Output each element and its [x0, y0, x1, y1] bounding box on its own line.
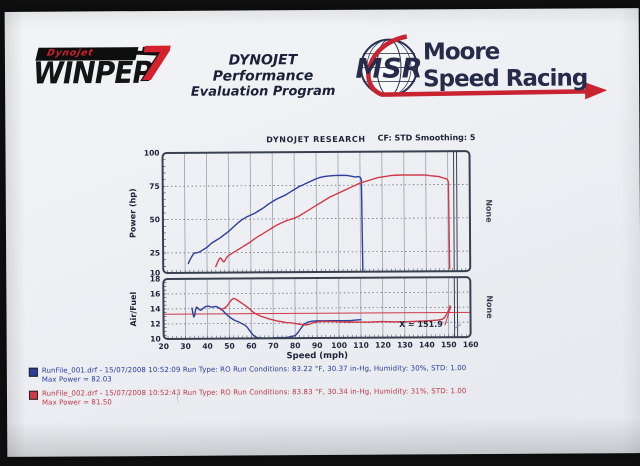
svg-text:14: 14	[150, 304, 160, 313]
legend-row-run1: RunFile_001.drf - 15/07/2008 10:52:09 Ru…	[28, 363, 589, 384]
svg-text:10: 10	[150, 268, 160, 277]
svg-text:100: 100	[331, 341, 347, 350]
svg-text:130: 130	[397, 340, 413, 349]
legend-row-run2: RunFile_002.drf - 15/07/2008 10:52:43 Ru…	[28, 386, 589, 407]
msr-logo-graphic: MSR Moore Speed Racing	[355, 34, 608, 100]
svg-text:50: 50	[149, 215, 159, 224]
svg-text:40: 40	[202, 342, 212, 351]
svg-text:70: 70	[268, 341, 278, 350]
svg-text:150: 150	[441, 340, 457, 349]
msr-swoosh-arrow-icon	[366, 34, 588, 97]
svg-text:120: 120	[375, 341, 391, 350]
svg-text:16: 16	[150, 289, 160, 298]
run1-color-swatch	[28, 367, 38, 377]
svg-text:18: 18	[150, 274, 160, 283]
svg-text:75: 75	[149, 182, 159, 191]
svg-text:50: 50	[224, 342, 234, 351]
svg-text:160: 160	[463, 340, 479, 349]
msr-arrowhead-icon	[585, 82, 608, 100]
cursor-annotation: X = 151.9	[399, 320, 443, 329]
msr-initials: MSR	[355, 53, 422, 84]
airfuel-curve-run1	[191, 305, 362, 340]
svg-text:140: 140	[419, 340, 435, 349]
msr-name-line1: Moore	[423, 39, 500, 65]
airfuel-panel-frame	[162, 276, 472, 340]
power-panel-frame	[161, 150, 472, 274]
run2-color-swatch	[28, 390, 39, 400]
svg-text:10: 10	[150, 334, 160, 343]
svg-text:100: 100	[144, 148, 160, 157]
airfuel-curve-run2	[219, 297, 451, 326]
svg-text:30: 30	[180, 342, 190, 351]
msr-name-line2: Speed Racing	[423, 65, 587, 92]
power-curve-run1	[187, 174, 364, 272]
power-curve-run2	[215, 174, 451, 270]
afr-target-line	[163, 311, 471, 315]
svg-text:20: 20	[158, 342, 168, 351]
svg-text:90: 90	[312, 341, 322, 350]
scanned-paper: Dynojet WINPEP 7 DYNOJET Performance Eva…	[4, 8, 640, 457]
run-legend: RunFile_001.drf - 15/07/2008 10:52:09 Ru…	[28, 363, 589, 412]
svg-text:60: 60	[246, 341, 256, 350]
svg-text:25: 25	[150, 248, 160, 257]
cursor-arrow-icon	[454, 323, 462, 329]
svg-text:80: 80	[290, 341, 300, 350]
dyno-chart-plot: 20 30 40 50 60 70 80 90 100 110 120 130 140 150 160 10 2…	[144, 148, 479, 351]
svg-text:12: 12	[150, 319, 160, 328]
svg-text:110: 110	[353, 341, 369, 350]
msr-logo: MSR Moore Speed Racing	[349, 28, 626, 114]
cursor-leader-line	[444, 307, 452, 326]
